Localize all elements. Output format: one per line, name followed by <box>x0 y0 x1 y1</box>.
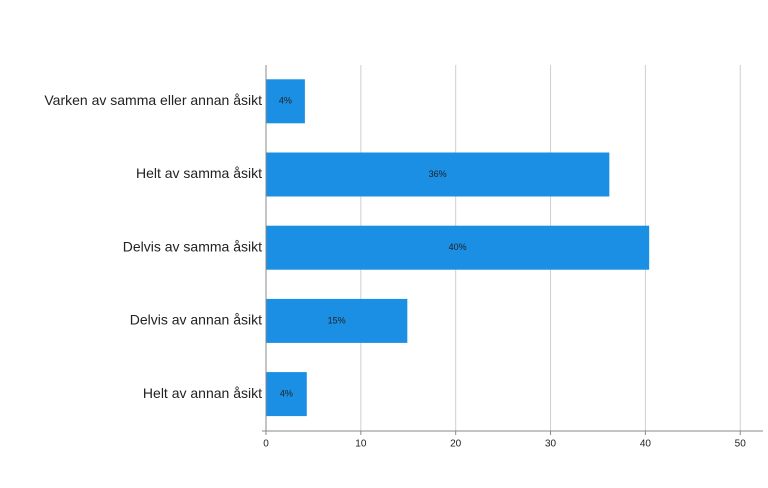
y-tick-label: Helt av annan åsikt <box>143 385 262 401</box>
data-label: 40% <box>449 242 467 252</box>
x-tick-label: 30 <box>545 439 557 450</box>
data-label: 4% <box>280 388 293 398</box>
x-tick-label: 0 <box>263 439 269 450</box>
bar <box>266 152 610 197</box>
bar <box>266 298 408 343</box>
y-tick-label: Helt av samma åsikt <box>136 165 262 181</box>
x-tick-label: 10 <box>355 439 367 450</box>
x-tick-label: 50 <box>735 439 747 450</box>
data-label: 36% <box>429 169 447 179</box>
y-tick-label: Delvis av annan åsikt <box>130 312 262 328</box>
data-label: 15% <box>328 315 346 325</box>
x-tick-label: 40 <box>640 439 652 450</box>
y-tick-label: Delvis av samma åsikt <box>123 238 262 254</box>
bar <box>266 79 305 124</box>
bar <box>266 225 650 270</box>
data-label: 4% <box>279 96 292 106</box>
bar <box>266 372 307 417</box>
x-tick-label: 20 <box>450 439 462 450</box>
y-tick-label: Varken av samma eller annan åsikt <box>44 92 262 108</box>
